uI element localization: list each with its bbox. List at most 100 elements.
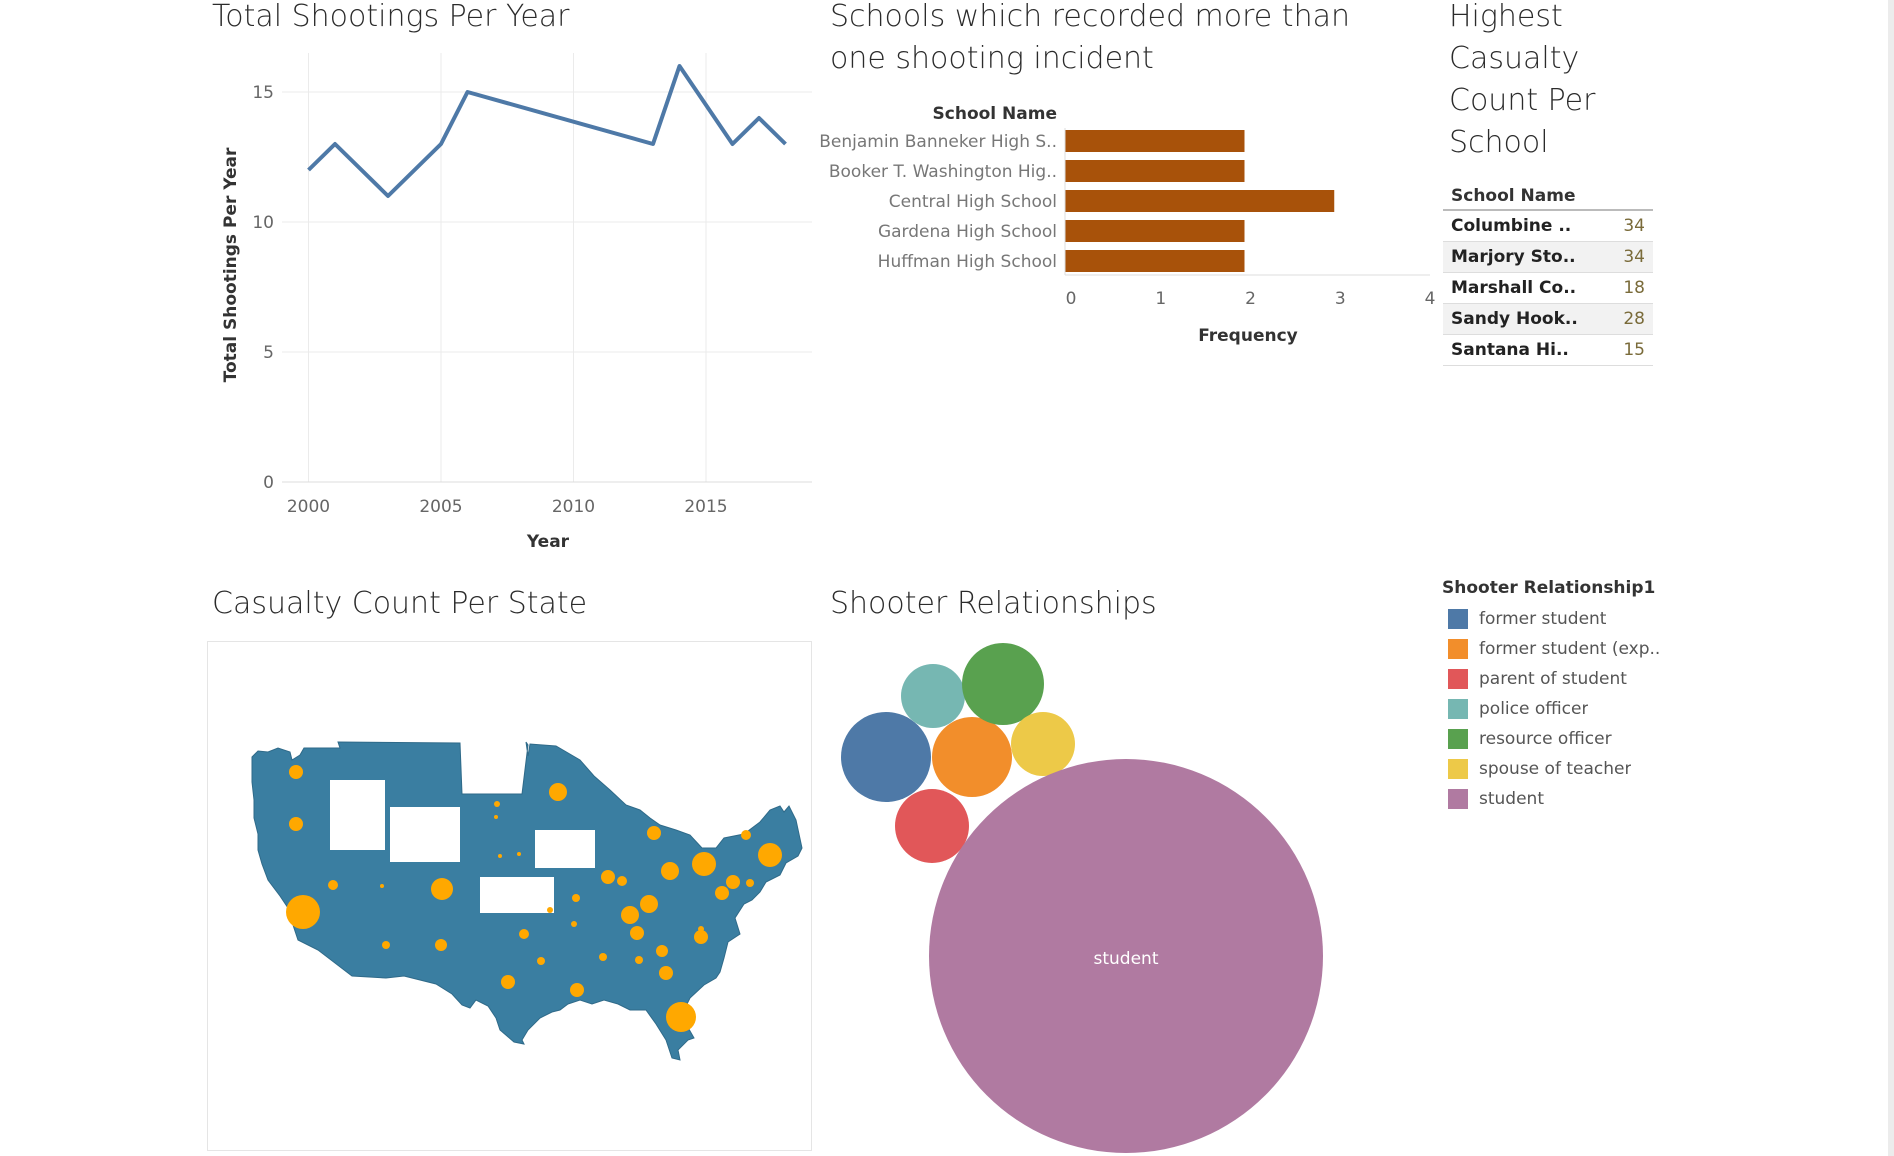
map-title: Casualty Count Per State	[212, 586, 588, 621]
state-casualty-bubble[interactable]	[501, 975, 515, 989]
state-casualty-bubble[interactable]	[382, 941, 390, 949]
bar[interactable]	[1065, 190, 1335, 212]
table-title: Highest Casualty Count Per School	[1449, 0, 1596, 160]
state-casualty-bubble[interactable]	[435, 939, 447, 951]
legend-swatch	[1448, 759, 1468, 779]
state-casualty-bubble[interactable]	[431, 878, 453, 900]
state-casualty-bubble[interactable]	[659, 966, 673, 980]
state-casualty-bubble[interactable]	[328, 880, 338, 890]
state-casualty-bubble[interactable]	[494, 815, 498, 819]
bar[interactable]	[1065, 130, 1245, 152]
legend-label: student	[1479, 789, 1544, 809]
relationship-bubble[interactable]	[895, 789, 969, 863]
state-casualty-bubble[interactable]	[692, 852, 716, 876]
bar-category-label: Benjamin Banneker High S..	[819, 132, 1057, 152]
state-casualty-bubble[interactable]	[570, 983, 584, 997]
relationship-legend: Shooter Relationship1 former student form…	[1442, 578, 1672, 814]
table-row[interactable]: Columbine .. 34	[1443, 210, 1653, 242]
state-casualty-bubble[interactable]	[494, 801, 500, 807]
relationship-bubble[interactable]	[841, 712, 931, 802]
table-row[interactable]: Marjory Sto.. 34	[1443, 241, 1653, 273]
bar[interactable]	[1065, 160, 1245, 182]
state-casualty-bubble[interactable]	[656, 945, 668, 957]
bar-x-tick-label: 4	[1425, 289, 1436, 309]
legend-swatch	[1448, 729, 1468, 749]
table-cell-name: Marjory Sto..	[1443, 241, 1610, 273]
state-casualty-bubble[interactable]	[537, 957, 545, 965]
line-x-tick-label: 2005	[419, 497, 462, 517]
table-row[interactable]: Marshall Co.. 18	[1443, 272, 1653, 304]
state-casualty-bubble[interactable]	[666, 1002, 696, 1032]
line-series[interactable]	[307, 64, 787, 198]
state-casualty-bubble[interactable]	[517, 852, 521, 856]
right-edge-divider	[1888, 0, 1894, 1156]
bar-chart-title: Schools which recorded more than one sho…	[830, 0, 1350, 76]
state-casualty-bubble[interactable]	[547, 907, 553, 913]
bar-category-label: Gardena High School	[878, 222, 1057, 242]
legend-item[interactable]: parent of student	[1442, 664, 1672, 694]
relationship-bubble[interactable]	[962, 643, 1044, 725]
state-casualty-bubble[interactable]	[289, 817, 303, 831]
state-casualty-bubble[interactable]	[726, 875, 740, 889]
state-casualty-bubble[interactable]	[380, 884, 384, 888]
state-casualty-bubble[interactable]	[715, 886, 729, 900]
table-cell-value: 18	[1609, 272, 1653, 304]
state-casualty-bubble[interactable]	[519, 929, 529, 939]
legend-swatch	[1448, 699, 1468, 719]
relationship-bubble[interactable]	[929, 759, 1323, 1153]
map-unfilled-idaho	[330, 780, 385, 850]
state-casualty-bubble[interactable]	[758, 843, 782, 867]
relationship-bubble[interactable]	[1011, 712, 1075, 776]
state-casualty-bubble[interactable]	[746, 879, 754, 887]
state-casualty-bubble[interactable]	[617, 876, 627, 886]
state-casualty-bubble[interactable]	[621, 906, 639, 924]
legend-item[interactable]: spouse of teacher	[1442, 754, 1672, 784]
state-casualty-bubble[interactable]	[741, 830, 751, 840]
line-chart: 0 5 10 15 2000 2005 2010 2015 Year Total Shoot…	[221, 53, 812, 552]
bar-x-tick-label: 2	[1245, 289, 1256, 309]
legend-swatch	[1448, 789, 1468, 809]
legend-item[interactable]: former student (exp..	[1442, 634, 1672, 664]
legend-label: spouse of teacher	[1479, 759, 1632, 779]
state-casualty-bubble[interactable]	[601, 870, 615, 884]
map-unfilled-iowa	[535, 830, 595, 868]
state-casualty-bubble[interactable]	[286, 895, 320, 929]
bar-category-header: School Name	[933, 104, 1057, 124]
state-casualty-bubble[interactable]	[698, 926, 704, 932]
line-x-tick-label: 2015	[684, 497, 727, 517]
bar[interactable]	[1065, 220, 1245, 242]
table-cell-value: 28	[1609, 303, 1653, 335]
state-casualty-bubble[interactable]	[630, 926, 644, 940]
casualty-table: School Name Columbine .. 34 Marjory Sto..…	[1443, 183, 1653, 366]
legend-swatch	[1448, 669, 1468, 689]
state-casualty-bubble[interactable]	[572, 894, 580, 902]
legend-item[interactable]: police officer	[1442, 694, 1672, 724]
table-cell-name: Marshall Co..	[1443, 272, 1610, 304]
table-cell-value: 34	[1609, 241, 1653, 273]
state-casualty-bubble[interactable]	[661, 862, 679, 880]
bar[interactable]	[1065, 250, 1245, 272]
relationship-bubble[interactable]	[901, 664, 965, 728]
state-casualty-bubble[interactable]	[599, 953, 607, 961]
state-casualty-bubble[interactable]	[289, 765, 303, 779]
state-casualty-bubble[interactable]	[640, 895, 658, 913]
state-casualty-bubble[interactable]	[694, 930, 708, 944]
state-casualty-bubble[interactable]	[635, 956, 643, 964]
legend-swatch	[1448, 639, 1468, 659]
table-row[interactable]: Sandy Hook.. 28	[1443, 303, 1653, 335]
legend-item[interactable]: resource officer	[1442, 724, 1672, 754]
map-unfilled-wyoming	[390, 807, 460, 862]
state-casualty-bubble[interactable]	[647, 826, 661, 840]
state-casualty-bubble[interactable]	[498, 854, 502, 858]
bar-category-label: Central High School	[889, 192, 1057, 212]
line-x-axis-title: Year	[526, 532, 570, 552]
state-casualty-bubble[interactable]	[571, 921, 577, 927]
line-y-tick-label: 0	[263, 473, 274, 493]
relationship-bubble[interactable]	[932, 717, 1012, 797]
state-casualty-bubble[interactable]	[549, 783, 567, 801]
legend-item[interactable]: student	[1442, 784, 1672, 814]
table-row[interactable]: Santana Hi.. 15	[1443, 334, 1653, 366]
legend-label: former student	[1479, 609, 1607, 629]
line-y-axis-title: Total Shootings Per Year	[221, 147, 241, 382]
legend-item[interactable]: former student	[1442, 604, 1672, 634]
